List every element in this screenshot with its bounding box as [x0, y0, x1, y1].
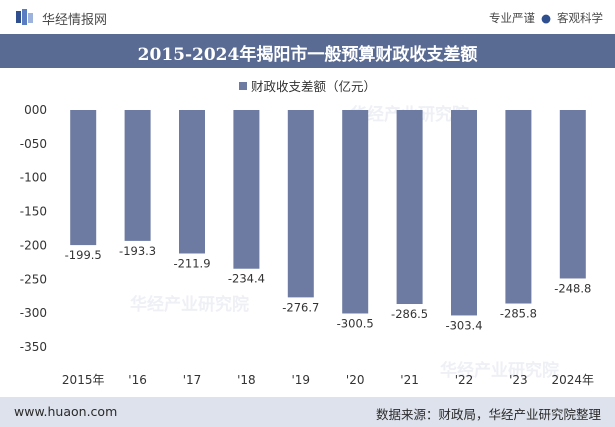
chart-title: 2015-2024年揭阳市一般预算财政收支差额	[137, 45, 478, 65]
x-tick-label: '17	[183, 373, 202, 387]
bar	[70, 110, 97, 246]
data-label: -300.5	[337, 316, 374, 330]
bar	[124, 110, 151, 241]
y-tick-label: -100	[20, 171, 47, 185]
data-label: -276.7	[282, 300, 319, 314]
data-label: -248.8	[554, 281, 591, 295]
footer-website[interactable]: www.huaon.com	[14, 404, 118, 419]
data-label: -234.4	[228, 272, 265, 286]
legend-swatch-icon	[238, 82, 247, 90]
y-tick-label: -300	[20, 306, 47, 320]
data-label: -199.5	[65, 248, 102, 262]
x-tick-label: '20	[346, 373, 365, 387]
x-tick-label: 2024年	[552, 373, 595, 387]
bar	[451, 110, 477, 316]
tagline-left: 专业严谨	[488, 11, 535, 25]
y-tick-label: -250	[20, 272, 47, 286]
x-tick-label: '19	[292, 373, 311, 387]
bar-chart: 000 -050 -100 -150 -200 -250 -300 -350 -199.5 201…	[20, 103, 595, 387]
bar	[287, 110, 314, 298]
legend-label: 财政收支差额（亿元）	[250, 79, 376, 94]
data-label: -193.3	[119, 244, 156, 258]
data-label: -211.9	[173, 256, 210, 270]
tagline-right: 客观科学	[557, 11, 603, 25]
tagline: 专业严谨 ● 客观科学	[489, 10, 603, 26]
data-label: -285.8	[500, 307, 537, 321]
bullet-dot-icon: ●	[540, 11, 551, 25]
bar	[179, 110, 205, 254]
y-tick-label: -050	[20, 137, 47, 151]
x-tick-label: '18	[237, 373, 256, 387]
bar	[396, 110, 423, 305]
x-tick-label: '21	[400, 373, 419, 387]
data-label: -286.5	[391, 307, 428, 321]
bar	[233, 110, 260, 269]
chart-legend: 财政收支差额（亿元）	[0, 76, 615, 95]
x-tick-label: '16	[128, 373, 147, 387]
y-tick-label: -350	[20, 340, 47, 354]
footer-bar: www.huaon.com 数据来源：财政局，华经产业研究院整理	[0, 397, 615, 427]
bar	[342, 110, 369, 314]
top-bar: 华经情报网 专业严谨 ● 客观科学	[0, 0, 615, 34]
brand-name: 华经情报网	[42, 13, 108, 28]
y-tick-label: 000	[24, 103, 47, 117]
x-tick-label: '23	[509, 373, 528, 387]
bar	[505, 110, 532, 304]
data-label: -303.4	[445, 318, 482, 332]
y-tick-label: -150	[20, 205, 47, 219]
title-bar: 2015-2024年揭阳市一般预算财政收支差额	[0, 34, 615, 68]
x-tick-label: '22	[455, 373, 474, 387]
x-tick-label: 2015年	[62, 373, 105, 387]
y-tick-label: -200	[20, 238, 47, 252]
brand-logo-icon	[16, 9, 33, 25]
footer-source: 数据来源：财政局，华经产业研究院整理	[375, 407, 601, 422]
bar	[559, 110, 586, 279]
